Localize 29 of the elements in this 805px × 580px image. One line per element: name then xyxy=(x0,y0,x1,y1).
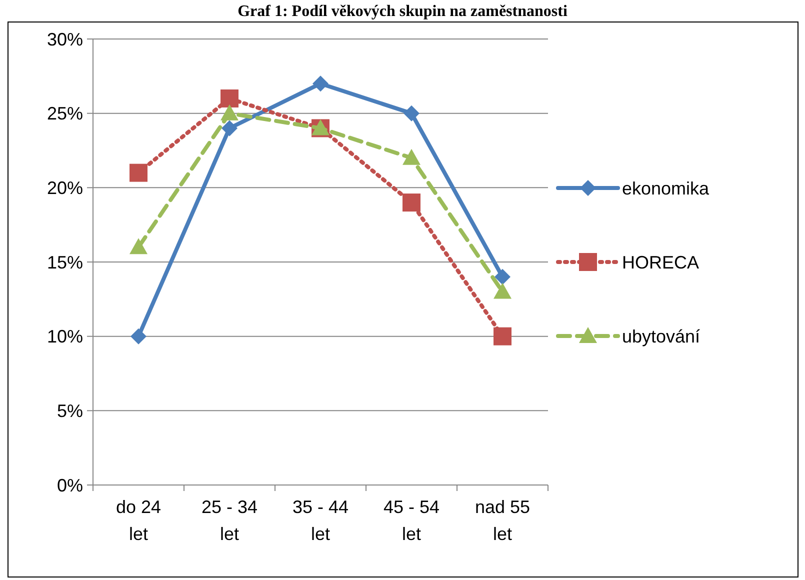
y-tick-label: 10% xyxy=(46,326,83,347)
point xyxy=(220,104,238,120)
point xyxy=(494,327,512,346)
point xyxy=(130,164,148,182)
x-tick-label: 25 - 34 let xyxy=(201,497,258,544)
legend-label: ubytování xyxy=(622,326,700,346)
x-tick-label: do 24 let xyxy=(116,497,162,544)
point xyxy=(220,89,238,108)
y-tick-label: 15% xyxy=(46,252,83,272)
point xyxy=(130,238,148,254)
point xyxy=(402,194,420,212)
point xyxy=(494,282,512,299)
point xyxy=(222,120,238,136)
x-tick-label: 45 - 54 let xyxy=(383,497,440,544)
legend-label: HORECA xyxy=(622,252,700,272)
chart-title: Graf 1: Podíl věkových skupin na zaměstnanosti xyxy=(238,3,568,20)
legend-label: ekonomika xyxy=(622,178,710,198)
point xyxy=(404,105,420,122)
point xyxy=(494,268,510,285)
y-tick-label: 20% xyxy=(46,178,83,198)
point xyxy=(312,76,328,92)
point xyxy=(402,148,420,165)
y-tick-label: 30% xyxy=(46,29,83,50)
x-tick-label: 35 - 44 let xyxy=(292,497,349,544)
y-tick-label: 5% xyxy=(56,400,83,421)
x-tick-label: nad 55 let xyxy=(474,497,530,544)
y-tick-label: 25% xyxy=(46,104,83,124)
y-tick-label: 0% xyxy=(56,475,83,496)
point xyxy=(130,328,146,344)
